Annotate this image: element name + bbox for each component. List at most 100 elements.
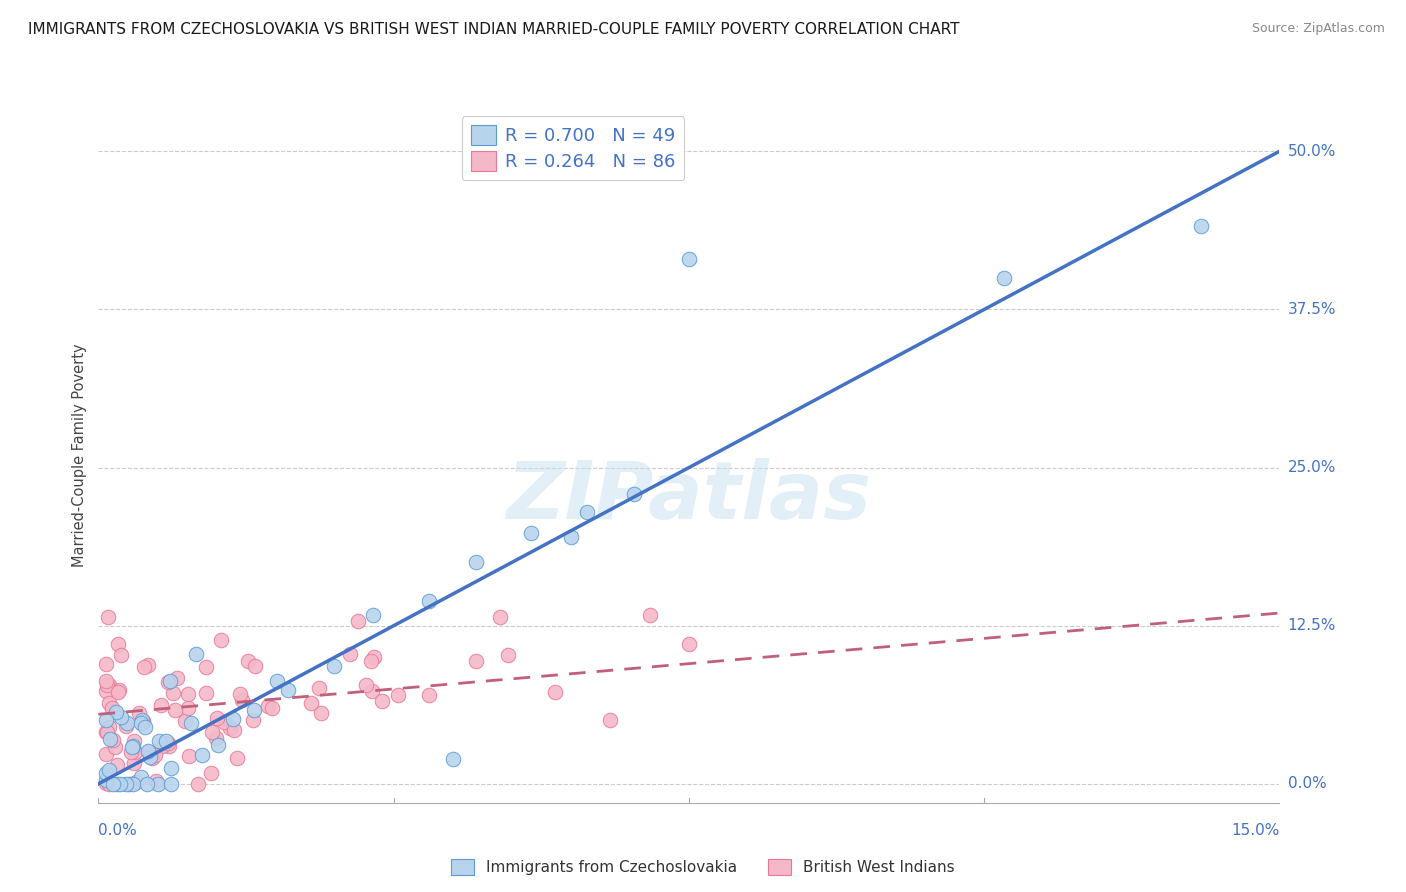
Point [204,731,226,746]
Point [96,765,118,780]
Point [245,658,267,673]
Point [122,734,145,748]
Text: 0.0%: 0.0% [98,823,138,838]
Point [156,675,179,690]
Point [207,738,229,752]
Point [124,745,146,759]
Point [266,673,288,688]
Point [418,688,440,702]
Point [101,701,124,715]
Point [98,696,121,710]
Point [231,692,253,706]
Point [180,716,202,731]
Point [107,684,129,698]
Point [371,693,394,707]
Point [139,750,162,764]
Point [96,657,118,671]
Point [141,750,163,764]
Point [143,748,166,763]
Point [678,637,700,651]
Point [242,713,264,727]
Point [205,710,228,724]
Point [184,648,207,662]
Point [299,696,322,710]
Point [226,750,249,764]
Point [277,683,299,698]
Point [98,732,121,747]
Legend: Immigrants from Czechoslovakia, British West Indians: Immigrants from Czechoslovakia, British … [447,855,959,880]
Point [195,659,218,673]
Point [560,530,582,544]
Point [132,660,155,674]
Point [96,674,118,689]
Point [96,776,118,790]
Point [187,777,209,791]
Point [489,610,512,624]
Point [219,721,242,735]
Point [229,687,252,701]
Text: 50.0%: 50.0% [1288,144,1336,159]
Point [575,505,598,519]
Point [115,719,138,733]
Point [308,681,330,695]
Text: 25.0%: 25.0% [1288,460,1336,475]
Point [136,744,159,758]
Point [363,649,385,664]
Point [101,732,124,747]
Y-axis label: Married-Couple Family Poverty: Married-Couple Family Poverty [72,343,87,566]
Point [520,526,543,541]
Text: ZIPatlas: ZIPatlas [506,458,872,536]
Point [309,706,332,720]
Point [236,654,259,668]
Point [96,772,118,787]
Point [105,758,128,772]
Point [98,763,121,777]
Point [173,714,195,728]
Legend: R = 0.700   N = 49, R = 0.264   N = 86: R = 0.700 N = 49, R = 0.264 N = 86 [461,116,685,180]
Text: IMMIGRANTS FROM CZECHOSLOVAKIA VS BRITISH WEST INDIAN MARRIED-COUPLE FAMILY POVE: IMMIGRANTS FROM CZECHOSLOVAKIA VS BRITIS… [28,22,960,37]
Point [132,714,155,728]
Point [678,252,700,266]
Point [200,766,222,780]
Point [599,714,621,728]
Point [165,703,187,717]
Point [101,777,124,791]
Point [361,608,384,623]
Point [136,777,159,791]
Point [138,745,160,759]
Point [129,716,152,731]
Point [97,678,120,692]
Point [132,715,155,730]
Point [103,739,125,754]
Point [131,713,153,727]
Point [149,698,172,713]
Point [361,683,384,698]
Point [177,748,200,763]
Point [157,739,180,753]
Point [110,648,132,663]
Point [993,270,1015,285]
Point [96,678,118,692]
Point [105,777,128,791]
Point [339,647,361,661]
Text: 15.0%: 15.0% [1232,823,1279,838]
Point [120,745,142,759]
Point [110,710,132,724]
Point [256,699,278,714]
Point [166,672,188,686]
Text: 12.5%: 12.5% [1288,618,1336,633]
Point [108,777,131,791]
Point [96,713,118,727]
Point [104,705,127,719]
Text: 0.0%: 0.0% [1288,776,1326,791]
Point [129,770,152,784]
Point [243,703,266,717]
Point [212,714,235,729]
Point [136,657,159,672]
Point [96,725,118,739]
Point [638,608,661,623]
Point [97,721,120,735]
Point [121,740,143,755]
Point [418,594,440,608]
Point [323,659,346,673]
